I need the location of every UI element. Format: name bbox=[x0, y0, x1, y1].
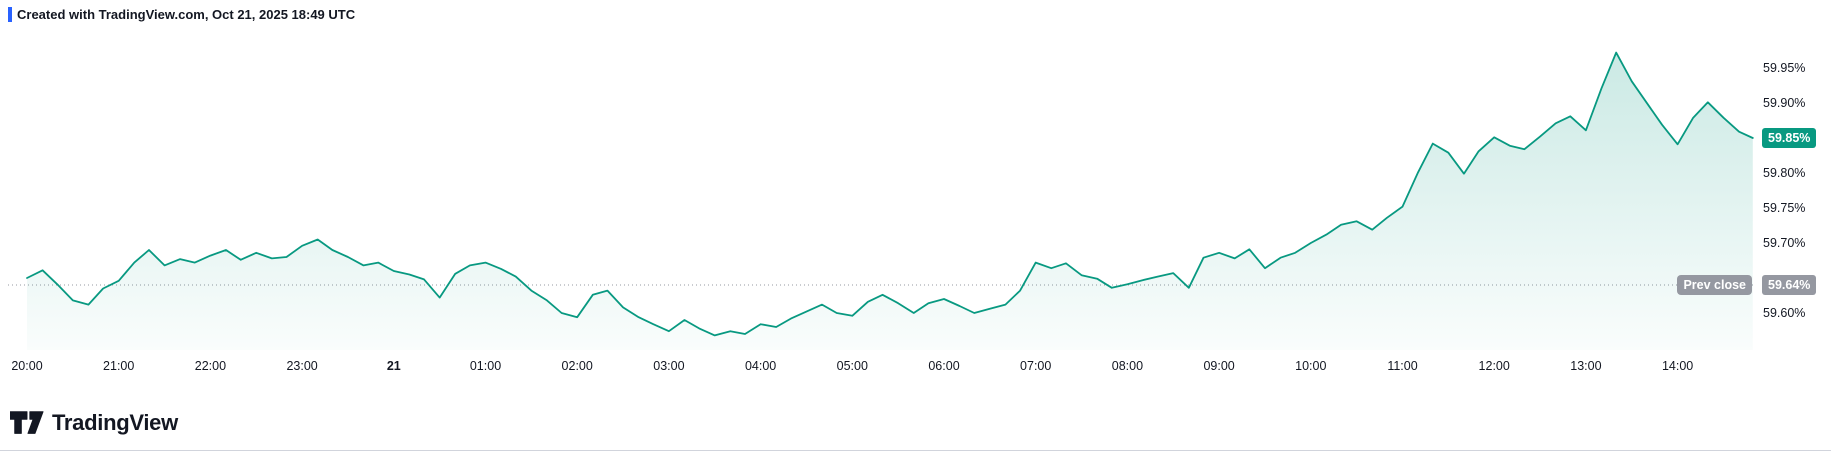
attribution-text: Created with TradingView.com, Oct 21, 20… bbox=[17, 7, 356, 22]
price-axis-label: 59.75% bbox=[1763, 201, 1806, 215]
time-axis-label: 23:00 bbox=[286, 359, 318, 373]
time-axis-label: 03:00 bbox=[653, 359, 685, 373]
attribution: Created with TradingView.com, Oct 21, 20… bbox=[8, 7, 355, 22]
time-axis-label: 02:00 bbox=[561, 359, 593, 373]
price-axis-label: 59.60% bbox=[1763, 306, 1806, 320]
time-axis-label: 12:00 bbox=[1478, 359, 1510, 373]
time-axis-label: 14:00 bbox=[1661, 359, 1694, 373]
footer: TradingView bbox=[10, 410, 178, 436]
time-axis-label: 05:00 bbox=[836, 359, 868, 373]
time-axis-label: 21 bbox=[386, 359, 401, 373]
prev-close-label-badge: Prev close bbox=[1677, 275, 1752, 295]
time-axis-label: 06:00 bbox=[928, 359, 960, 373]
blue-marker bbox=[8, 7, 12, 22]
tradingview-logo[interactable]: TradingView bbox=[10, 410, 178, 436]
time-axis-label: 01:00 bbox=[469, 359, 502, 373]
time-axis-label: 08:00 bbox=[1111, 359, 1144, 373]
price-axis-label: 59.95% bbox=[1763, 61, 1806, 75]
last-price-badge: 59.85% bbox=[1762, 128, 1817, 148]
price-line bbox=[26, 51, 1754, 337]
tradingview-logo-icon bbox=[10, 411, 44, 434]
time-axis-label: 20:00 bbox=[11, 359, 43, 373]
time-axis-label: 21:00 bbox=[103, 359, 135, 373]
time-axis-label: 09:00 bbox=[1203, 359, 1235, 373]
area-fill bbox=[27, 52, 1753, 350]
prev-close-value-badge: 59.64% bbox=[1762, 275, 1817, 295]
price-axis-label: 59.70% bbox=[1763, 236, 1806, 250]
time-axis-label: 10:00 bbox=[1295, 359, 1327, 373]
time-axis-label: 07:00 bbox=[1020, 359, 1052, 373]
bottom-divider bbox=[0, 450, 1831, 451]
time-axis-label: 13:00 bbox=[1570, 359, 1602, 373]
price-axis-label: 59.90% bbox=[1763, 96, 1806, 110]
time-axis-label: 11:00 bbox=[1387, 359, 1418, 373]
tradingview-logo-text: TradingView bbox=[52, 410, 178, 435]
price-axis-label: 59.80% bbox=[1763, 166, 1806, 180]
time-axis-label: 04:00 bbox=[744, 359, 777, 373]
time-axis-label: 22:00 bbox=[194, 359, 227, 373]
